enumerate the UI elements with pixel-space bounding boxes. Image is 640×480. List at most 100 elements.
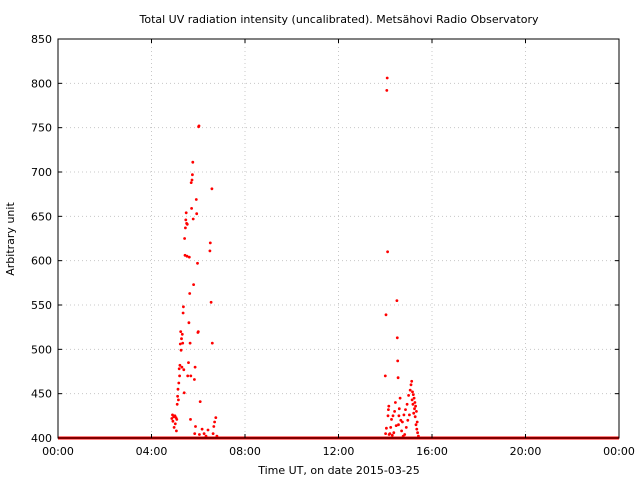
data-point bbox=[386, 250, 389, 254]
data-point bbox=[387, 404, 391, 408]
data-point bbox=[385, 426, 388, 430]
data-point bbox=[395, 336, 399, 340]
data-point bbox=[185, 222, 189, 226]
y-tick-label: 500 bbox=[31, 343, 52, 356]
y-tick-label: 450 bbox=[31, 388, 52, 401]
x-axis-label: Time UT, on date 2015-03-25 bbox=[257, 464, 420, 477]
data-point bbox=[175, 418, 179, 421]
y-tick-label: 750 bbox=[31, 122, 52, 135]
data-point bbox=[390, 418, 393, 421]
data-point bbox=[413, 407, 416, 411]
data-point bbox=[388, 432, 392, 435]
data-point bbox=[411, 390, 414, 394]
data-point bbox=[178, 342, 182, 346]
data-point bbox=[197, 124, 201, 128]
x-tick-labels: 00:00 04:00 08:00 12:00 16:00 20:00 00:00 bbox=[42, 445, 635, 458]
data-point bbox=[187, 321, 191, 325]
data-point bbox=[397, 414, 401, 418]
data-point bbox=[193, 378, 196, 381]
x-tick-label: 08:00 bbox=[229, 445, 261, 458]
data-point bbox=[195, 212, 199, 216]
data-point bbox=[394, 401, 397, 404]
data-point bbox=[208, 249, 212, 253]
data-point bbox=[211, 432, 215, 435]
chart-title: Total UV radiation intensity (uncalibrat… bbox=[139, 13, 539, 26]
data-point bbox=[410, 379, 414, 383]
y-tick-label: 700 bbox=[31, 166, 52, 179]
data-point bbox=[200, 427, 204, 431]
data-point bbox=[178, 363, 182, 367]
data-point bbox=[182, 305, 185, 309]
data-point bbox=[412, 411, 416, 415]
data-point bbox=[191, 160, 195, 164]
data-point bbox=[196, 330, 200, 333]
data-point bbox=[390, 433, 394, 437]
y-tick-label: 650 bbox=[31, 210, 52, 223]
data-point bbox=[214, 416, 218, 419]
data-point bbox=[189, 374, 193, 378]
grid-lines bbox=[58, 39, 619, 438]
data-point bbox=[415, 410, 418, 413]
data-point bbox=[172, 426, 176, 429]
data-point bbox=[192, 283, 196, 286]
data-point bbox=[404, 408, 407, 411]
data-point bbox=[206, 428, 210, 432]
data-point bbox=[179, 330, 183, 333]
y-tick-label: 850 bbox=[31, 33, 52, 46]
data-point bbox=[193, 365, 197, 369]
data-point bbox=[387, 408, 390, 411]
data-point bbox=[179, 348, 183, 352]
data-point bbox=[210, 187, 214, 191]
data-point bbox=[411, 393, 415, 396]
data-point bbox=[185, 254, 189, 258]
data-point bbox=[398, 396, 402, 400]
data-point bbox=[391, 414, 395, 418]
data-point bbox=[385, 89, 389, 92]
data-point bbox=[400, 429, 403, 433]
data-point bbox=[417, 434, 420, 438]
data-point bbox=[173, 422, 177, 426]
x-tick-label: 00:00 bbox=[42, 445, 74, 458]
data-point bbox=[194, 425, 197, 428]
data-point bbox=[413, 415, 417, 419]
data-point bbox=[193, 432, 197, 435]
data-point bbox=[196, 261, 199, 265]
data-point bbox=[181, 311, 185, 315]
data-point bbox=[181, 341, 185, 345]
data-point bbox=[213, 420, 217, 424]
data-point bbox=[187, 255, 191, 259]
data-point bbox=[386, 414, 390, 418]
data-point bbox=[212, 425, 216, 428]
data-point bbox=[186, 374, 190, 378]
y-tick-labels: 400 450 500 550 600 650 700 750 800 850 bbox=[31, 33, 52, 445]
data-point bbox=[180, 337, 183, 341]
axis-ticks bbox=[57, 38, 620, 439]
data-point bbox=[182, 368, 186, 372]
data-point bbox=[392, 431, 396, 435]
data-point bbox=[385, 76, 389, 80]
x-tick-label: 16:00 bbox=[416, 445, 448, 458]
data-point bbox=[191, 217, 195, 221]
data-point bbox=[405, 402, 409, 406]
data-point bbox=[180, 365, 184, 369]
data-point bbox=[395, 299, 399, 302]
data-point bbox=[408, 413, 411, 417]
data-point bbox=[177, 381, 181, 385]
data-point bbox=[204, 434, 208, 438]
data-point bbox=[215, 434, 219, 438]
data-point bbox=[393, 410, 396, 413]
data-point bbox=[410, 398, 414, 402]
data-point bbox=[415, 420, 419, 424]
data-point bbox=[210, 341, 214, 345]
y-axis-label: Arbitrary unit bbox=[4, 202, 17, 276]
data-point bbox=[389, 426, 393, 429]
data-point bbox=[175, 429, 178, 433]
data-point bbox=[190, 178, 194, 182]
data-point bbox=[404, 426, 408, 429]
data-point bbox=[184, 211, 188, 215]
data-point bbox=[397, 423, 400, 427]
data-point bbox=[396, 359, 400, 363]
x-tick-label: 12:00 bbox=[323, 445, 355, 458]
data-point bbox=[198, 400, 202, 403]
